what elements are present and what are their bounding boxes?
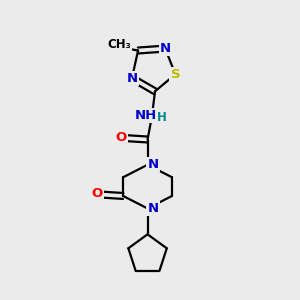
Text: N: N bbox=[160, 42, 171, 55]
Text: O: O bbox=[116, 131, 127, 144]
Text: N: N bbox=[147, 158, 158, 171]
Text: NH: NH bbox=[134, 109, 157, 122]
Text: H: H bbox=[157, 111, 166, 124]
Text: O: O bbox=[92, 188, 103, 200]
Text: N: N bbox=[126, 72, 137, 85]
Text: N: N bbox=[147, 202, 158, 215]
Text: S: S bbox=[171, 68, 180, 81]
Text: CH₃: CH₃ bbox=[107, 38, 131, 51]
